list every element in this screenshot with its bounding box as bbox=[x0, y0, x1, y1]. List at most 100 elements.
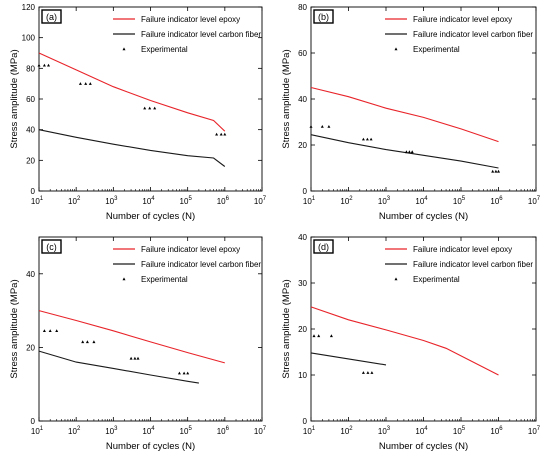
data-point bbox=[370, 371, 374, 374]
y-tick-label: 0 bbox=[303, 187, 308, 196]
y-tick-label: 100 bbox=[22, 34, 36, 43]
panel-label: (d) bbox=[313, 239, 334, 254]
chart-panel: 101 102 103 104 105 106 107 0 20 40 60 80 100 120 Numb… bbox=[9, 3, 267, 222]
series-line bbox=[38, 52, 226, 132]
legend: Failure indicator level epoxy Failure ind… bbox=[113, 15, 261, 54]
y-axis: 0 10 20 30 40 bbox=[298, 233, 536, 426]
data-point bbox=[177, 371, 181, 375]
y-tick-label: 0 bbox=[31, 417, 36, 426]
data-point bbox=[312, 334, 316, 338]
legend-marker bbox=[394, 47, 398, 51]
data-point bbox=[497, 169, 500, 173]
y-tick-label: 20 bbox=[298, 141, 307, 150]
data-point bbox=[410, 150, 414, 154]
data-point bbox=[327, 125, 331, 128]
data-point bbox=[84, 82, 88, 85]
data-point bbox=[153, 106, 157, 110]
panel-label-text: (c) bbox=[46, 242, 57, 252]
legend-marker bbox=[122, 277, 126, 281]
data-point bbox=[317, 334, 321, 338]
legend-label: Experimental bbox=[141, 275, 188, 284]
panel-label: (c) bbox=[41, 239, 62, 254]
experimental-points bbox=[37, 63, 227, 136]
x-tick-label: 102 bbox=[68, 196, 81, 206]
legend-label: Failure indicator level carbon fiber bbox=[141, 30, 261, 39]
legend-label: Experimental bbox=[141, 45, 188, 54]
legend-carbon-fiber: Failure indicator level carbon fiber bbox=[113, 260, 261, 269]
data-point bbox=[92, 340, 96, 344]
legend-experimental: Experimental bbox=[394, 45, 460, 54]
legend-experimental: Experimental bbox=[122, 45, 188, 54]
data-point bbox=[329, 334, 333, 338]
legend-marker bbox=[394, 277, 398, 281]
legend-marker bbox=[122, 47, 126, 51]
x-tick-label: 103 bbox=[378, 426, 391, 436]
data-point bbox=[143, 106, 147, 110]
data-point bbox=[491, 169, 495, 173]
data-point bbox=[133, 356, 137, 360]
legend-label: Experimental bbox=[413, 45, 460, 54]
data-point bbox=[136, 356, 140, 360]
x-tick-label: 106 bbox=[217, 426, 230, 436]
legend-experimental: Experimental bbox=[394, 275, 460, 284]
experimental-points bbox=[42, 329, 190, 375]
y-tick-label: 120 bbox=[22, 3, 36, 12]
x-tick-label: 105 bbox=[453, 196, 466, 206]
legend-label: Failure indicator level epoxy bbox=[413, 245, 512, 254]
y-axis: 0 20 40 bbox=[26, 270, 262, 426]
y-tick-label: 40 bbox=[26, 126, 35, 135]
y-tick-label: 40 bbox=[26, 270, 35, 279]
series-line bbox=[310, 86, 499, 143]
legend-epoxy: Failure indicator level epoxy bbox=[113, 245, 240, 254]
x-tick-label: 102 bbox=[340, 196, 353, 206]
series-line bbox=[38, 129, 226, 167]
y-tick-label: 20 bbox=[26, 343, 35, 352]
panel-label-box bbox=[41, 239, 62, 254]
data-point bbox=[48, 329, 52, 332]
legend-epoxy: Failure indicator level epoxy bbox=[385, 245, 512, 254]
x-axis: 101 102 103 104 105 106 107 bbox=[303, 7, 541, 206]
data-point bbox=[42, 63, 46, 67]
data-point bbox=[309, 125, 313, 128]
y-tick-label: 0 bbox=[31, 187, 36, 196]
legend: Failure indicator level epoxy Failure ind… bbox=[385, 15, 533, 54]
x-tick-label: 107 bbox=[528, 426, 541, 436]
data-point bbox=[182, 371, 186, 375]
experimental-points bbox=[312, 334, 374, 374]
data-point bbox=[88, 82, 92, 85]
series-line bbox=[310, 134, 499, 169]
y-axis-title: Stress amplitude (MPa) bbox=[9, 279, 20, 378]
series-line bbox=[38, 310, 225, 364]
legend-experimental: Experimental bbox=[122, 275, 188, 284]
chart-panel: 101 102 103 104 105 106 107 0 10 20 30 40 Number of … bbox=[281, 233, 541, 452]
legend-label: Failure indicator level epoxy bbox=[141, 15, 240, 24]
panel-label: (a) bbox=[41, 9, 62, 24]
data-point bbox=[219, 132, 223, 136]
x-tick-label: 103 bbox=[378, 196, 391, 206]
experimental-points bbox=[309, 125, 500, 173]
panel-label-text: (b) bbox=[318, 12, 329, 22]
legend-label: Experimental bbox=[413, 275, 460, 284]
data-point bbox=[223, 132, 227, 136]
data-point bbox=[320, 125, 324, 128]
y-tick-label: 20 bbox=[26, 156, 35, 165]
x-axis-title: Number of cycles (N) bbox=[106, 211, 195, 222]
x-tick-label: 103 bbox=[105, 426, 118, 436]
x-axis-title: Number of cycles (N) bbox=[379, 441, 468, 452]
data-point bbox=[494, 169, 498, 173]
x-tick-label: 107 bbox=[254, 196, 267, 206]
y-tick-label: 30 bbox=[298, 279, 307, 288]
x-tick-label: 104 bbox=[415, 196, 428, 206]
legend-carbon-fiber: Failure indicator level carbon fiber bbox=[385, 30, 533, 39]
data-point bbox=[81, 340, 85, 344]
y-tick-label: 0 bbox=[303, 417, 308, 426]
legend-epoxy: Failure indicator level epoxy bbox=[113, 15, 240, 24]
data-point bbox=[78, 82, 82, 85]
chart-panel: 101 102 103 104 105 106 107 0 20 40 Number of cycl… bbox=[9, 236, 267, 452]
x-tick-label: 105 bbox=[180, 426, 193, 436]
x-tick-label: 107 bbox=[254, 426, 267, 436]
y-tick-label: 20 bbox=[298, 325, 307, 334]
y-tick-label: 60 bbox=[26, 95, 35, 104]
data-point bbox=[366, 371, 370, 374]
data-point bbox=[148, 106, 152, 110]
